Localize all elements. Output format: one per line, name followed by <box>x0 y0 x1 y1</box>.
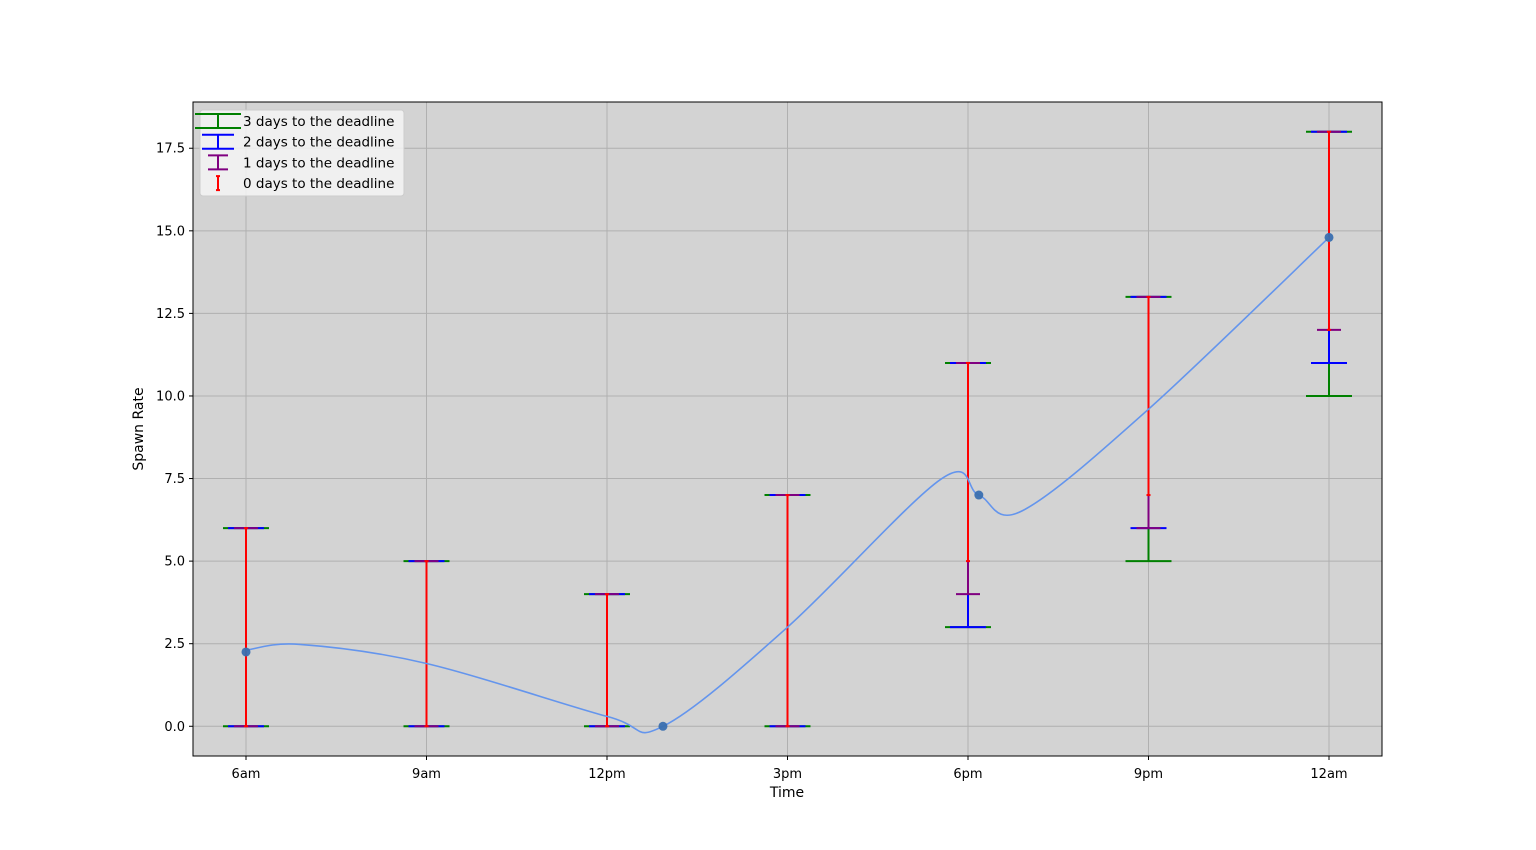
legend-item: 0 days to the deadline <box>216 175 394 192</box>
error-bars <box>223 130 1352 728</box>
legend-box <box>199 109 405 197</box>
x-tick-label: 3pm <box>773 767 802 782</box>
y-tick-label: 0.0 <box>164 720 185 735</box>
trend-point <box>658 721 668 731</box>
trend-point <box>974 490 984 500</box>
legend-item: 3 days to the deadline <box>195 113 394 130</box>
x-tick-label: 6am <box>232 767 261 782</box>
trend-line <box>241 232 1334 734</box>
y-tick-label: 10.0 <box>156 389 185 404</box>
x-axis-label: Time <box>769 785 804 801</box>
y-axis-label: Spawn Rate <box>131 387 147 470</box>
legend-item: 1 days to the deadline <box>208 154 394 171</box>
y-tick-label: 12.5 <box>156 307 185 322</box>
legend-label: 3 days to the deadline <box>243 114 394 130</box>
x-tick-label: 6pm <box>953 767 982 782</box>
legend-item: 2 days to the deadline <box>202 133 394 151</box>
y-tick-label: 17.5 <box>156 142 185 157</box>
y-tick-label: 2.5 <box>164 637 185 652</box>
legend-label: 2 days to the deadline <box>243 135 394 151</box>
y-tick-label: 7.5 <box>164 472 185 487</box>
legend: 3 days to the deadline 2 days to the dead… <box>195 109 405 197</box>
plot-frame <box>192 101 1383 757</box>
trend-curve <box>245 236 1330 734</box>
x-tick-label: 9am <box>412 767 441 782</box>
trend-point <box>1324 232 1334 242</box>
axis-ticks: 6am 9am 12pm 3pm 6pm 9pm 12am 0.0 2.5 5.0 7.5 10.0 1… <box>156 142 1348 782</box>
y-tick-label: 5.0 <box>164 555 185 570</box>
x-tick-label: 9pm <box>1134 767 1163 782</box>
x-tick-label: 12pm <box>588 767 625 782</box>
errorbar-series <box>244 130 1331 728</box>
legend-label: 0 days to the deadline <box>243 176 394 192</box>
x-tick-label: 12am <box>1310 767 1347 782</box>
trend-point <box>241 647 251 657</box>
legend-label: 1 days to the deadline <box>243 155 394 171</box>
y-tick-label: 15.0 <box>156 224 185 239</box>
